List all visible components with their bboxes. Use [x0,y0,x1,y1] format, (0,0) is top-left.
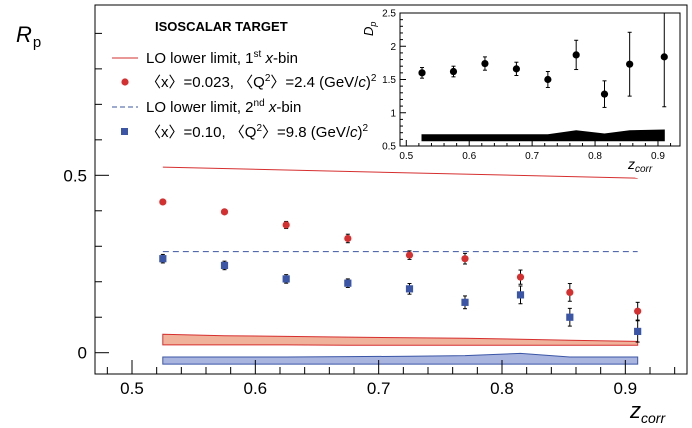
inset-y-tick-label: 1 [390,108,396,119]
x-axis-title: zcorr [629,398,666,426]
blue-point [159,255,167,263]
red-point [344,234,352,243]
inset-x-tick-label: 0.5 [399,151,413,162]
blue-point [566,313,574,321]
inset-point [626,60,634,68]
systematic-band-blue [162,352,639,365]
inset-point [600,90,609,98]
y-axis-title: Rp [16,22,41,51]
legend: ISOSCALAR TARGET LO lower limit, 1st x-b… [112,19,377,141]
main-plot: 0.5 0.6 0.7 0.8 0.9 0 0.5 [63,32,676,398]
inset-background [400,13,680,146]
inset-x-tick-label: 0.8 [588,151,602,162]
inset-systematic-band [421,129,665,142]
inset-x-tick-label: 0.9 [651,151,665,162]
main-x-tick-label: 0.9 [614,379,638,398]
main-x-tick-label: 0.5 [120,379,144,398]
legend-marker-red [121,78,129,86]
inset-plot: 0.5 0.6 0.7 0.8 0.9 0.5 1 1.5 2 2.5 [382,9,672,162]
inset-point [418,69,426,77]
main-x-tick-label: 0.7 [367,379,391,398]
systematic-band-red [162,333,639,346]
blue-point [516,291,525,299]
legend-text-lo-2nd: LO lower limit, 2nd x-bin [146,98,301,116]
red-point [566,288,574,296]
inset-y-tick-label: 2 [390,42,396,53]
red-point [634,307,642,315]
red-point [282,221,290,229]
target-label: ISOSCALAR TARGET [155,19,288,34]
main-plot-frame [94,4,688,375]
blue-point [282,275,290,283]
main-y-tick-label: 0 [78,344,87,363]
main-x-tick-label: 0.8 [490,379,514,398]
inset-x-axis-title: zcorr [627,156,653,175]
main-x-tick-label: 0.6 [244,379,268,398]
inset-point [512,65,521,73]
inset-point [481,59,489,68]
main-y-tick-label: 0.5 [63,166,87,185]
legend-text-blue: 〈x〉=0.10, 〈Q2〉=9.8 (GeV/c)2 [146,123,369,141]
inset-x-tick-label: 0.6 [462,151,476,162]
inset-y-axis-title: Dp [361,22,378,36]
blue-point [220,261,229,270]
blue-point [405,285,414,293]
red-point [461,255,469,263]
legend-marker-blue [121,128,128,135]
inset-point [572,51,580,59]
inset-y-tick-label: 2.5 [382,9,396,20]
red-point [405,251,414,259]
inset-point [660,53,668,61]
inset-x-tick-label: 0.7 [525,151,539,162]
red-point [516,273,525,281]
inset-y-tick-label: 1.5 [382,75,396,86]
inset-point [544,75,552,84]
inset-y-tick-label: 0.5 [382,142,396,153]
legend-text-red: 〈x〉=0.023, 〈Q2〉=2.4 (GeV/c)2 [146,73,377,91]
blue-point [634,327,642,336]
blue-point [461,298,469,306]
inset-point [449,67,458,76]
red-point [220,208,229,216]
legend-text-lo-1st: LO lower limit, 1st x-bin [146,49,298,67]
blue-point [344,279,352,287]
red-point [159,198,167,206]
series-line-lo-1st [162,166,638,179]
